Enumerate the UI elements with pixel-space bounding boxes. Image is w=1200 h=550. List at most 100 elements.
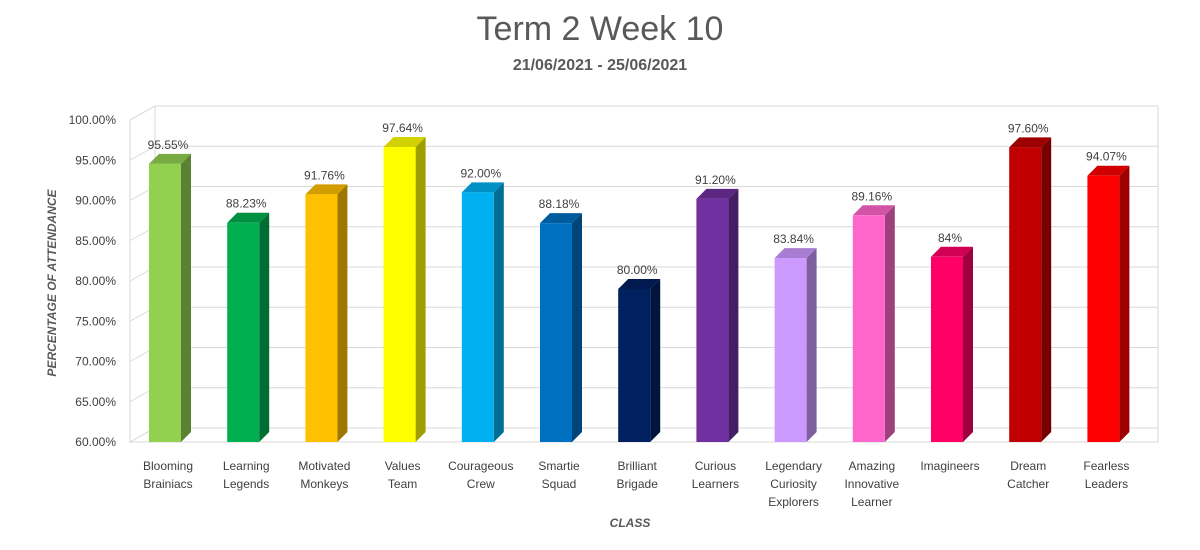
- bar: [618, 279, 661, 442]
- x-tick-label: Explorers: [768, 495, 819, 509]
- bar-top: [540, 213, 582, 224]
- x-tick-label: Legends: [223, 477, 269, 491]
- y-tick-label: 90.00%: [75, 194, 116, 208]
- bar-front: [461, 192, 494, 442]
- x-tick-label: Curiosity: [770, 477, 817, 491]
- bar-top: [1009, 137, 1052, 148]
- y-tick-label: 95.00%: [75, 153, 116, 167]
- data-label: 91.76%: [304, 168, 345, 182]
- data-label: 83.84%: [773, 232, 814, 246]
- bar: [540, 213, 582, 442]
- y-tick-label: 80.00%: [75, 274, 116, 288]
- bar-top: [227, 212, 270, 223]
- data-label: 97.64%: [382, 121, 423, 135]
- bar-side: [415, 136, 426, 443]
- data-label: 91.20%: [695, 173, 736, 187]
- y-tick-label: 70.00%: [75, 355, 116, 369]
- bar-front: [1087, 175, 1120, 442]
- bar-top: [383, 136, 426, 147]
- x-tick-label: Monkeys: [300, 477, 348, 491]
- bar-front: [149, 163, 181, 442]
- bar-side: [650, 279, 661, 442]
- data-label: 89.16%: [851, 189, 892, 203]
- data-label: 92.00%: [460, 166, 501, 180]
- bar-front: [1009, 147, 1042, 442]
- x-axis-title: CLASS: [610, 516, 651, 530]
- data-label: 88.18%: [539, 197, 580, 211]
- data-label: 88.23%: [226, 197, 267, 211]
- x-tick-label: Catcher: [1007, 477, 1049, 491]
- bar-front: [540, 223, 572, 442]
- x-tick-label: Blooming: [143, 459, 193, 473]
- data-label: 84%: [938, 231, 962, 245]
- x-tick-label: Courageous: [448, 459, 513, 473]
- y-tick-label: 100.00%: [69, 113, 117, 127]
- bar-side: [572, 213, 582, 442]
- bar-side: [493, 182, 504, 442]
- bar-top: [1087, 165, 1130, 176]
- bar-front: [931, 256, 963, 442]
- x-tick-label: Imagineers: [920, 459, 979, 473]
- bar-top: [461, 182, 504, 193]
- data-label: 80.00%: [617, 263, 658, 277]
- x-tick-label: Smartie: [538, 459, 580, 473]
- bar-side: [963, 246, 973, 442]
- y-tick-label: 75.00%: [75, 314, 116, 328]
- bar-side: [884, 205, 895, 442]
- x-tick-label: Legendary: [765, 459, 822, 473]
- bar: [1009, 137, 1052, 442]
- chart-title: Term 2 Week 10: [476, 10, 724, 48]
- bar-top: [618, 279, 661, 289]
- x-tick-label: Learner: [851, 495, 892, 509]
- x-tick-label: Leaders: [1085, 477, 1128, 491]
- bar-top: [305, 184, 348, 195]
- bar-front: [696, 198, 729, 442]
- bar-side: [1041, 137, 1052, 442]
- bar: [852, 205, 895, 442]
- x-tick-label: Innovative: [844, 477, 899, 491]
- x-tick-label: Brigade: [617, 477, 659, 491]
- x-tick-label: Crew: [467, 477, 495, 491]
- bar-front: [383, 146, 416, 443]
- x-tick-label: Learners: [692, 477, 739, 491]
- x-tick-label: Fearless: [1083, 459, 1129, 473]
- bar: [227, 212, 270, 442]
- bar-side: [806, 248, 817, 442]
- y-tick-label: 60.00%: [75, 435, 116, 449]
- bar-top: [852, 205, 895, 216]
- x-tick-label: Team: [388, 477, 417, 491]
- x-tick-label: Values: [385, 459, 421, 473]
- x-tick-label: Curious: [695, 459, 736, 473]
- bar-top: [696, 188, 739, 199]
- bar: [774, 248, 817, 442]
- y-axis-title: PERCENTAGE OF ATTENDANCE: [45, 188, 59, 376]
- bar-side: [337, 184, 348, 442]
- bar: [383, 136, 426, 443]
- x-tick-label: Squad: [542, 477, 577, 491]
- bar-front: [227, 222, 260, 442]
- bar-side: [728, 188, 739, 442]
- x-tick-label: Learning: [223, 459, 270, 473]
- y-tick-label: 85.00%: [75, 234, 116, 248]
- x-tick-label: Amazing: [848, 459, 895, 473]
- gridline-side: [129, 105, 156, 121]
- x-tick-label: Brainiacs: [143, 477, 192, 491]
- x-tick-label: Dream: [1010, 459, 1046, 473]
- data-label: 95.55%: [148, 138, 189, 152]
- bar: [305, 184, 348, 442]
- bar-side: [181, 153, 191, 442]
- bar-side: [259, 212, 270, 442]
- bar-side: [1119, 165, 1130, 442]
- bar-front: [305, 194, 338, 442]
- bar: [149, 153, 191, 442]
- x-tick-label: Motivated: [298, 459, 350, 473]
- data-label: 97.60%: [1008, 121, 1049, 135]
- bar-front: [618, 289, 651, 442]
- data-label: 94.07%: [1086, 150, 1127, 164]
- chart-subtitle: 21/06/2021 - 25/06/2021: [512, 57, 688, 74]
- bar-top: [774, 248, 817, 259]
- bar: [1087, 165, 1130, 442]
- y-tick-label: 65.00%: [75, 395, 116, 409]
